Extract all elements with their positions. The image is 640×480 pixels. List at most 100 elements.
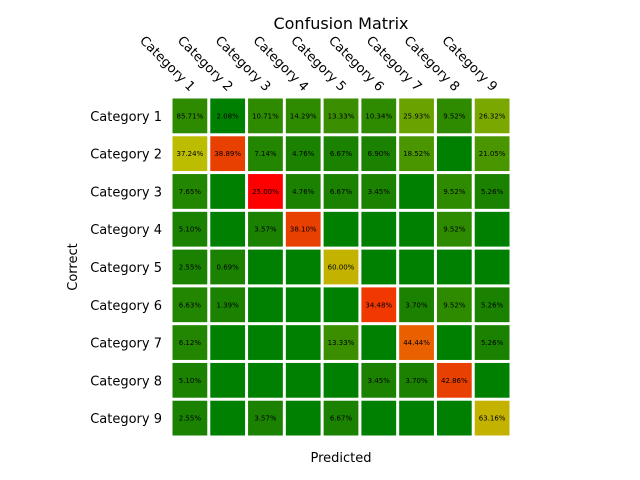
heatmap-cell (323, 287, 359, 323)
cell-value-label: 4.76% (292, 150, 315, 158)
heatmap-cell (436, 174, 472, 209)
cell-value-label: 7.14% (254, 150, 277, 158)
cell-value-label: 60.00% (328, 264, 355, 272)
heatmap-cell (172, 98, 208, 134)
heatmap-cell (210, 174, 246, 209)
heatmap-cell (436, 287, 472, 323)
heatmap-cell (474, 136, 510, 172)
cell-value-label: 63.16% (479, 415, 506, 423)
cell-value-label: 4.76% (292, 188, 315, 196)
heatmap-cell (323, 400, 359, 436)
heatmap-cell (248, 211, 283, 247)
heatmap-cell (361, 174, 397, 209)
heatmap-cell (172, 400, 208, 436)
heatmap-cell (248, 400, 283, 436)
heatmap-cell (210, 287, 246, 323)
heatmap-cell (399, 362, 434, 398)
cell-value-label: 3.57% (254, 415, 277, 423)
cell-value-label: 25.93% (403, 112, 430, 120)
heatmap-cell (399, 174, 434, 209)
y-axis-label: Correct (66, 243, 81, 290)
heatmap-cell (323, 136, 359, 172)
cell-value-label: 2.55% (179, 415, 202, 423)
heatmap-cell (361, 249, 397, 285)
cell-value-label: 9.52% (443, 301, 466, 309)
heatmap-cell (474, 325, 510, 360)
cell-value-label: 38.89% (214, 150, 241, 158)
heatmap-cell (172, 136, 208, 172)
heatmap-cell (323, 325, 359, 360)
cell-value-label: 9.52% (443, 226, 466, 234)
cell-value-label: 3.57% (254, 226, 277, 234)
cell-value-label: 9.52% (443, 112, 466, 120)
heatmap-cell (248, 174, 283, 209)
cell-value-label: 37.24% (177, 150, 204, 158)
heatmap-cell (399, 400, 434, 436)
y-tick-label: Category 2 (90, 148, 162, 163)
cell-value-label: 18.52% (403, 150, 430, 158)
cell-value-label: 14.29% (290, 112, 317, 120)
heatmap-cell (361, 98, 397, 134)
heatmap-cell (210, 249, 246, 285)
heatmap-cell (436, 98, 472, 134)
heatmap-cell (323, 362, 359, 398)
cell-value-label: 34.48% (365, 301, 392, 309)
cell-value-label: 7.65% (179, 188, 202, 196)
heatmap-cell (361, 362, 397, 398)
cell-value-label: 6.12% (179, 339, 202, 347)
heatmap-cell (285, 211, 321, 247)
heatmap-cell (361, 136, 397, 172)
cell-value-label: 3.70% (405, 301, 428, 309)
y-tick-label: Category 5 (90, 261, 162, 276)
heatmap-cell (399, 249, 434, 285)
chart-title: Confusion Matrix (273, 14, 408, 33)
heatmap-cell (172, 362, 208, 398)
cell-value-label: 3.70% (405, 377, 428, 385)
heatmap-cell (285, 98, 321, 134)
cell-value-label: 6.90% (368, 150, 391, 158)
heatmap-cell (285, 136, 321, 172)
cell-value-label: 5.26% (481, 339, 504, 347)
heatmap-cell (436, 136, 472, 172)
y-tick-label: Category 8 (90, 374, 162, 389)
heatmap-cell (248, 325, 283, 360)
heatmap-cell (436, 211, 472, 247)
heatmap-cell (323, 174, 359, 209)
heatmap-cell (210, 211, 246, 247)
cell-value-label: 25.00% (252, 188, 279, 196)
heatmap-cell (474, 174, 510, 209)
heatmap-cell (361, 211, 397, 247)
cell-value-label: 85.71% (177, 112, 204, 120)
heatmap-cell (399, 211, 434, 247)
cell-value-label: 5.26% (481, 188, 504, 196)
cell-value-label: 6.67% (330, 188, 353, 196)
y-tick-label: Category 9 (90, 412, 162, 427)
heatmap-cell (285, 400, 321, 436)
heatmap-cell (172, 211, 208, 247)
cell-value-label: 5.10% (179, 377, 202, 385)
cell-value-label: 44.44% (403, 339, 430, 347)
heatmap-cell (210, 325, 246, 360)
heatmap-cell (436, 325, 472, 360)
heatmap-cell (361, 400, 397, 436)
heatmap-cells: 85.71% 2.08% 10.71% 14.29% 13.33% 10.34% 25.93… (172, 98, 510, 436)
cell-value-label: 26.32% (479, 112, 506, 120)
cell-value-label: 5.26% (481, 301, 504, 309)
y-tick-label: Category 6 (90, 299, 162, 314)
heatmap-cell (323, 98, 359, 134)
cell-value-label: 1.39% (217, 301, 240, 309)
heatmap-cell (474, 287, 510, 323)
heatmap-cell (285, 287, 321, 323)
heatmap-cell (285, 362, 321, 398)
heatmap-cell (361, 287, 397, 323)
heatmap-cell (436, 249, 472, 285)
heatmap-cell (248, 362, 283, 398)
heatmap-cell (436, 362, 472, 398)
cell-value-label: 0.69% (217, 264, 240, 272)
cell-value-label: 6.67% (330, 415, 353, 423)
heatmap-cell (172, 325, 208, 360)
heatmap-cell (285, 325, 321, 360)
cell-value-label: 2.08% (217, 112, 240, 120)
